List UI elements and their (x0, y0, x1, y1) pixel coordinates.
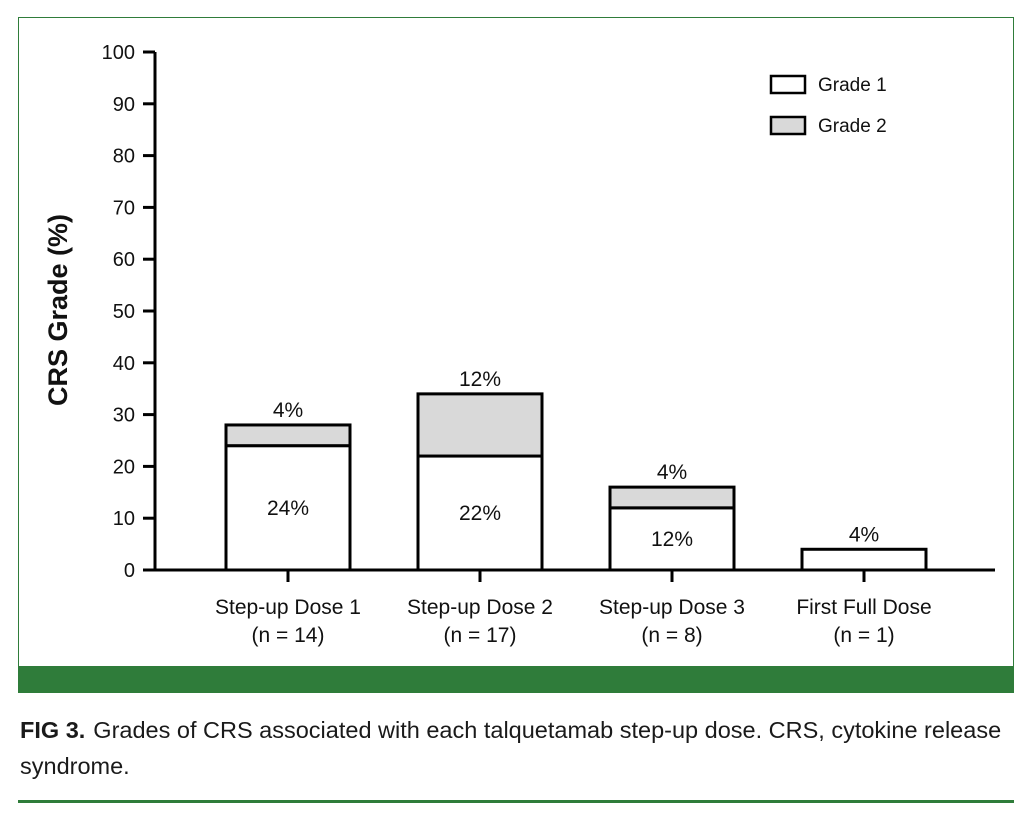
data-label-grade-1: 12% (651, 528, 693, 551)
y-tick-label: 100 (102, 42, 135, 64)
x-tick-label: Step-up Dose 2 (407, 596, 553, 619)
x-tick-sublabel: (n = 1) (833, 624, 894, 647)
bars: 24% 4% 22% 12% 12% 4% 4% (224, 368, 928, 572)
y-tick-label: 20 (113, 456, 135, 478)
data-label-grade-1: 22% (459, 502, 501, 525)
y-tick-label: 50 (113, 301, 135, 323)
y-tick-label: 90 (113, 94, 135, 116)
y-axis-title: CRS Grade (%) (43, 214, 73, 406)
x-tick-label: First Full Dose (796, 596, 931, 619)
green-band (18, 666, 1014, 693)
data-label-grade-1: 4% (849, 523, 879, 546)
y-tick-label: 10 (113, 508, 135, 530)
y-tick-label: 30 (113, 405, 135, 427)
legend-label-grade-1: Grade 1 (818, 75, 887, 96)
bar-grade-1 (800, 547, 928, 572)
crs-grade-chart: CRS Grade (%) 0 10 20 30 40 50 60 70 80 90 100 Ste… (43, 42, 995, 647)
caption-text: Grades of CRS associated with each talqu… (20, 717, 1002, 779)
legend-swatch-grade-1 (769, 74, 807, 95)
x-tick-sublabel: (n = 14) (252, 624, 325, 647)
bar-grade-2 (224, 423, 352, 448)
bottom-rule (18, 800, 1014, 803)
y-tick-label: 0 (124, 560, 135, 582)
x-tick-sublabel: (n = 17) (444, 624, 517, 647)
legend-label-grade-2: Grade 2 (818, 116, 887, 137)
x-tick-sublabel: (n = 8) (641, 624, 702, 647)
data-label-grade-2: 4% (657, 461, 687, 484)
bar-grade-2 (416, 392, 544, 458)
x-axis: Step-up Dose 1 (n = 14) Step-up Dose 2 (n =… (155, 568, 995, 647)
y-tick-label: 80 (113, 146, 135, 168)
data-label-grade-2: 4% (273, 399, 303, 422)
y-axis: 0 10 20 30 40 50 60 70 80 90 100 (102, 42, 157, 582)
figure-label: FIG 3. (20, 717, 86, 743)
data-label-grade-2: 12% (459, 368, 501, 391)
x-tick-label: Step-up Dose 1 (215, 596, 361, 619)
legend-swatch-grade-2 (769, 115, 807, 136)
y-tick-label: 40 (113, 353, 135, 375)
bar-grade-2 (608, 485, 736, 510)
y-tick-label: 60 (113, 249, 135, 271)
data-label-grade-1: 24% (267, 497, 309, 520)
figure-caption: FIG 3. Grades of CRS associated with each… (20, 712, 1016, 784)
y-tick-label: 70 (113, 197, 135, 219)
x-tick-label: Step-up Dose 3 (599, 596, 745, 619)
legend: Grade 1 Grade 2 (769, 74, 887, 137)
bar-grade-1 (416, 454, 544, 572)
